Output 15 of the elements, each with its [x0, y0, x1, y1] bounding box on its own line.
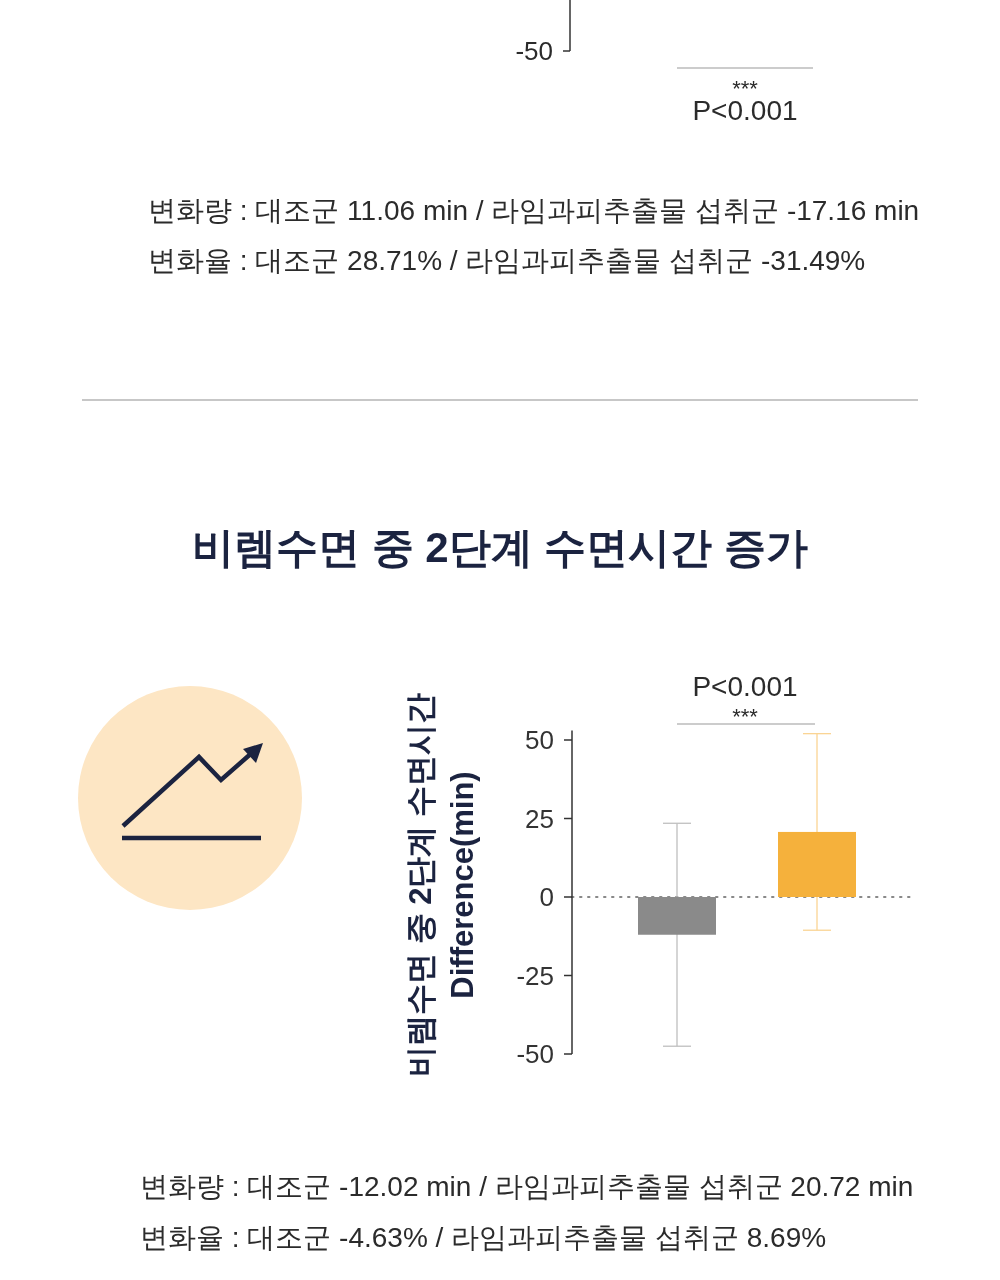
ytick: -50	[516, 1039, 554, 1069]
ytick: 25	[525, 803, 554, 834]
title: 비렘수면 중 2단계 수면시간 증가	[192, 524, 808, 571]
annotation: ***	[732, 704, 758, 729]
annotation: 변화율 : 대조군 -4.63% / 라임과피추출물 섭취군 8.69%	[140, 1222, 827, 1253]
annotation: P<0.001	[692, 671, 798, 702]
annotation: 변화율 : 대조군 28.71% / 라임과피추출물 섭취군 -31.49%	[148, 245, 866, 276]
annotation: -50	[515, 36, 553, 66]
ylabel: 비렘수면 중 2단계 수면시간	[402, 692, 438, 1078]
ytick: 50	[525, 725, 554, 755]
ytick: 0	[539, 882, 554, 912]
annotation: 변화량 : 대조군 11.06 min / 라임과피추출물 섭취군 -17.16 min	[148, 195, 920, 226]
annotation: 변화량 : 대조군 -12.02 min / 라임과피추출물 섭취군 20.72 min	[140, 1171, 914, 1202]
ytick: -25	[516, 960, 554, 991]
ylabel: Difference(min)	[444, 771, 480, 999]
